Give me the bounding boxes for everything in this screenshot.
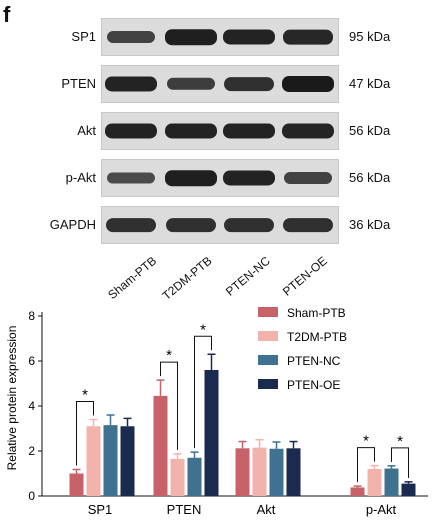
kda-label-sp1: 95 kDa (349, 29, 391, 44)
blot-band (165, 170, 217, 186)
significance-star: * (166, 347, 172, 364)
bar (187, 457, 202, 496)
y-tick-label: 6 (28, 354, 35, 368)
significance-brackets: * * * * * (76, 321, 409, 483)
kda-label-pten: 47 kDa (349, 76, 391, 91)
lane-label-oe: PTEN-OE (279, 253, 330, 299)
legend-label: PTEN-NC (287, 354, 341, 368)
blot-band (223, 123, 275, 139)
significance-star: * (363, 433, 369, 450)
blot-band (224, 77, 274, 91)
bar (367, 469, 382, 496)
legend-swatch (258, 307, 278, 317)
y-tick-label: 0 (28, 489, 35, 503)
bar (286, 448, 301, 496)
x-tick-label: Akt (257, 502, 276, 517)
blot-label-pakt: p-Akt (65, 170, 96, 185)
blot-band (223, 170, 275, 186)
chart-bars: SP1 PTEN Akt p-Akt (69, 353, 416, 517)
y-tick-label: 4 (28, 399, 35, 413)
significance-star: * (200, 321, 206, 338)
significance-bracket (160, 361, 178, 450)
significance-bracket (391, 447, 409, 478)
blot-band (283, 172, 333, 184)
blot-strip-pten (101, 65, 339, 103)
blot-label-gapdh: GAPDH (49, 217, 96, 232)
blot-strip-pakt (101, 159, 339, 197)
blot-band (105, 76, 157, 92)
legend-label: PTEN-OE (287, 378, 340, 392)
legend-swatch (258, 331, 278, 341)
bar (120, 426, 135, 496)
bar (153, 395, 168, 496)
bar (350, 487, 365, 496)
bar (103, 425, 118, 496)
bar (170, 458, 185, 496)
y-axis-label: Relative protein expression (5, 326, 19, 471)
blot-strip-sp1 (101, 18, 339, 56)
bar (69, 473, 84, 496)
lane-label-nc: PTEN-NC (222, 253, 273, 299)
blot-strip-akt (101, 112, 339, 150)
legend-swatch (258, 379, 278, 389)
chart-legend: Sham-PTB T2DM-PTB PTEN-NC PTEN-OE (258, 306, 347, 392)
blot-band (283, 218, 333, 232)
blot-label-pten: PTEN (61, 76, 96, 91)
blot-band (105, 123, 157, 139)
significance-star: * (82, 387, 88, 404)
bar (86, 426, 101, 496)
bar (384, 468, 399, 496)
blot-label-akt: Akt (77, 123, 96, 138)
bar-chart: 0 2 4 6 8 SP1 PTEN Akt p-Akt * * * * * Sham-PTB T2DM… (5, 306, 428, 517)
blot-band (282, 76, 334, 92)
kda-label-akt: 56 kDa (349, 123, 391, 138)
blot-band (282, 123, 334, 139)
blot-band (107, 172, 155, 184)
x-tick-label: p-Akt (366, 502, 397, 517)
blot-band (223, 29, 275, 45)
blot-band (282, 29, 334, 45)
significance-bracket (194, 335, 212, 449)
bar (235, 448, 250, 496)
blot-band (224, 218, 274, 232)
bar (252, 447, 267, 496)
blot-band (106, 31, 156, 43)
blot-label-sp1: SP1 (71, 29, 96, 44)
bar (401, 483, 416, 496)
x-tick-label: SP1 (88, 502, 113, 517)
legend-swatch (258, 355, 278, 365)
blot-band (165, 123, 217, 139)
kda-label-gapdh: 36 kDa (349, 217, 391, 232)
blot-band (106, 218, 156, 232)
bar (204, 370, 219, 496)
blot-band (166, 77, 216, 91)
panel-letter: f (3, 2, 11, 27)
significance-bracket (357, 447, 375, 483)
y-tick-label: 8 (28, 309, 35, 323)
bar (269, 448, 284, 496)
legend-label: T2DM-PTB (287, 330, 347, 344)
y-tick-label: 2 (28, 444, 35, 458)
blot-strip-gapdh (101, 206, 339, 244)
lane-label-sham: Sham-PTB (105, 253, 160, 303)
legend-label: Sham-PTB (287, 306, 346, 320)
x-tick-label: PTEN (167, 502, 202, 517)
significance-star: * (397, 433, 403, 450)
blot-band (165, 29, 217, 45)
significance-bracket (76, 401, 94, 466)
kda-label-pakt: 56 kDa (349, 170, 391, 185)
blot-band (166, 218, 216, 232)
